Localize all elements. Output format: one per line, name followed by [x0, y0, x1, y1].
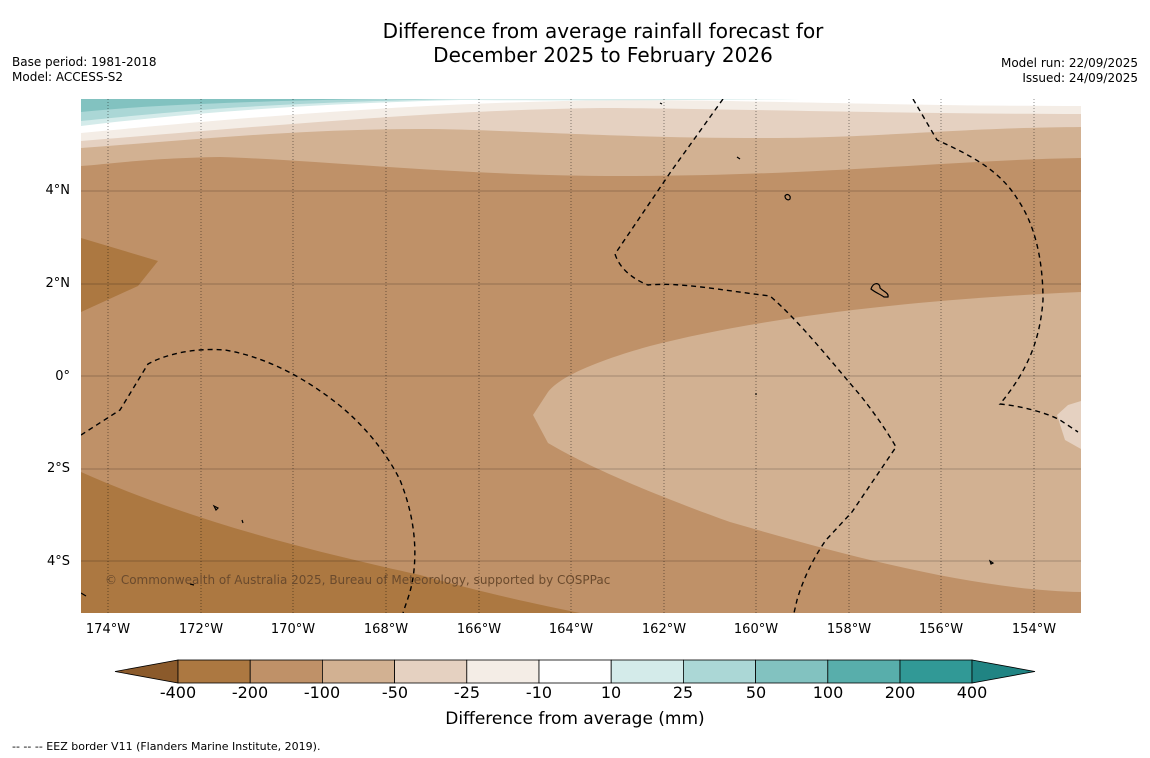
east-near-average-patch	[1057, 401, 1081, 449]
colorbar-segment	[755, 659, 829, 684]
colorbar-segment	[177, 659, 251, 684]
colorbar-tick-label: 50	[745, 683, 767, 702]
colorbar-segment	[683, 659, 757, 684]
issued-label: Issued: 24/09/2025	[1022, 71, 1138, 85]
island-kiritimati	[870, 283, 889, 298]
lon-label-162w: 162°W	[641, 622, 687, 637]
colorbar-tick-label: 10	[600, 683, 622, 702]
colorbar-tick-label: 100	[812, 683, 844, 702]
lat-label-2s: 2°S	[46, 461, 70, 476]
colorbar-tick-label: -50	[381, 683, 409, 702]
colorbar-segment	[899, 659, 973, 684]
colorbar-tick-label: 200	[884, 683, 916, 702]
colorbar-segment	[321, 659, 395, 684]
colorbar	[114, 659, 1036, 684]
lon-label-170w: 170°W	[270, 622, 316, 637]
east-moist-region	[533, 292, 1081, 592]
island-south-2	[241, 519, 244, 524]
lon-label-158w: 158°W	[826, 622, 872, 637]
island-north-2	[736, 156, 741, 160]
island-north-1	[659, 102, 663, 105]
lat-label-equator: 0°	[55, 369, 70, 384]
eez-border-east	[912, 99, 1079, 433]
lat-label-2n: 2°N	[45, 276, 71, 291]
island-south-3	[189, 583, 195, 586]
lon-label-154w: 154°W	[1011, 622, 1057, 637]
lon-label-164w: 164°W	[548, 622, 594, 637]
colorbar-segment	[827, 659, 901, 684]
colorbar-segment	[394, 659, 468, 684]
colorbar-segment	[249, 659, 323, 684]
southwest-dry-region	[81, 472, 580, 613]
eez-border-west	[81, 348, 416, 613]
colorbar-tick-label: -25	[453, 683, 481, 702]
colorbar-tick-label: -10	[525, 683, 553, 702]
lat-label-4s: 4°S	[46, 554, 70, 569]
colorbar-title: Difference from average (mm)	[445, 709, 705, 729]
northern-wet-band-3	[81, 99, 380, 112]
island-jarvis	[784, 193, 791, 201]
lat-label-4n: 4°N	[45, 183, 71, 198]
colorbar-extend-low	[114, 659, 179, 684]
islands	[81, 102, 995, 597]
colorbar-tick-label: 25	[672, 683, 694, 702]
map-title-line-2: December 2025 to February 2026	[433, 43, 773, 67]
map-field	[81, 99, 1081, 613]
lon-label-172w: 172°W	[178, 622, 224, 637]
lon-label-166w: 166°W	[456, 622, 502, 637]
eez-borders	[81, 99, 1079, 613]
colorbar-segment	[610, 659, 684, 684]
model-run-label: Model run: 22/09/2025	[1000, 56, 1138, 70]
base-period-label: Base period: 1981-2018	[12, 55, 157, 69]
graticule	[81, 190, 1081, 562]
map-title-line-1: Difference from average rainfall forecas…	[382, 19, 824, 43]
model-label: Model: ACCESS-S2	[12, 70, 124, 84]
colorbar-segment	[466, 659, 540, 684]
colorbar-segment	[538, 659, 612, 684]
west-dry-wedge	[81, 238, 158, 312]
island-south-1	[212, 504, 220, 512]
lon-label-168w: 168°W	[363, 622, 409, 637]
colorbar-tick-label: -200	[231, 683, 269, 702]
lon-label-156w: 156°W	[918, 622, 964, 637]
island-southeast	[988, 559, 995, 565]
island-west-edge	[81, 592, 87, 597]
copyright-notice: © Commonwealth of Australia 2025, Bureau…	[105, 573, 611, 587]
lon-label-174w: 174°W	[85, 622, 131, 637]
colorbar-tick-label: -400	[159, 683, 197, 702]
colorbar-tick-label: 400	[956, 683, 988, 702]
northern-neutral-band	[81, 99, 1081, 133]
colorbar-tick-label: -100	[303, 683, 341, 702]
colorbar-extend-high	[971, 659, 1036, 684]
lon-label-160w: 160°W	[733, 622, 779, 637]
eez-footnote: -- -- -- EEZ border V11 (Flanders Marine…	[12, 740, 321, 753]
